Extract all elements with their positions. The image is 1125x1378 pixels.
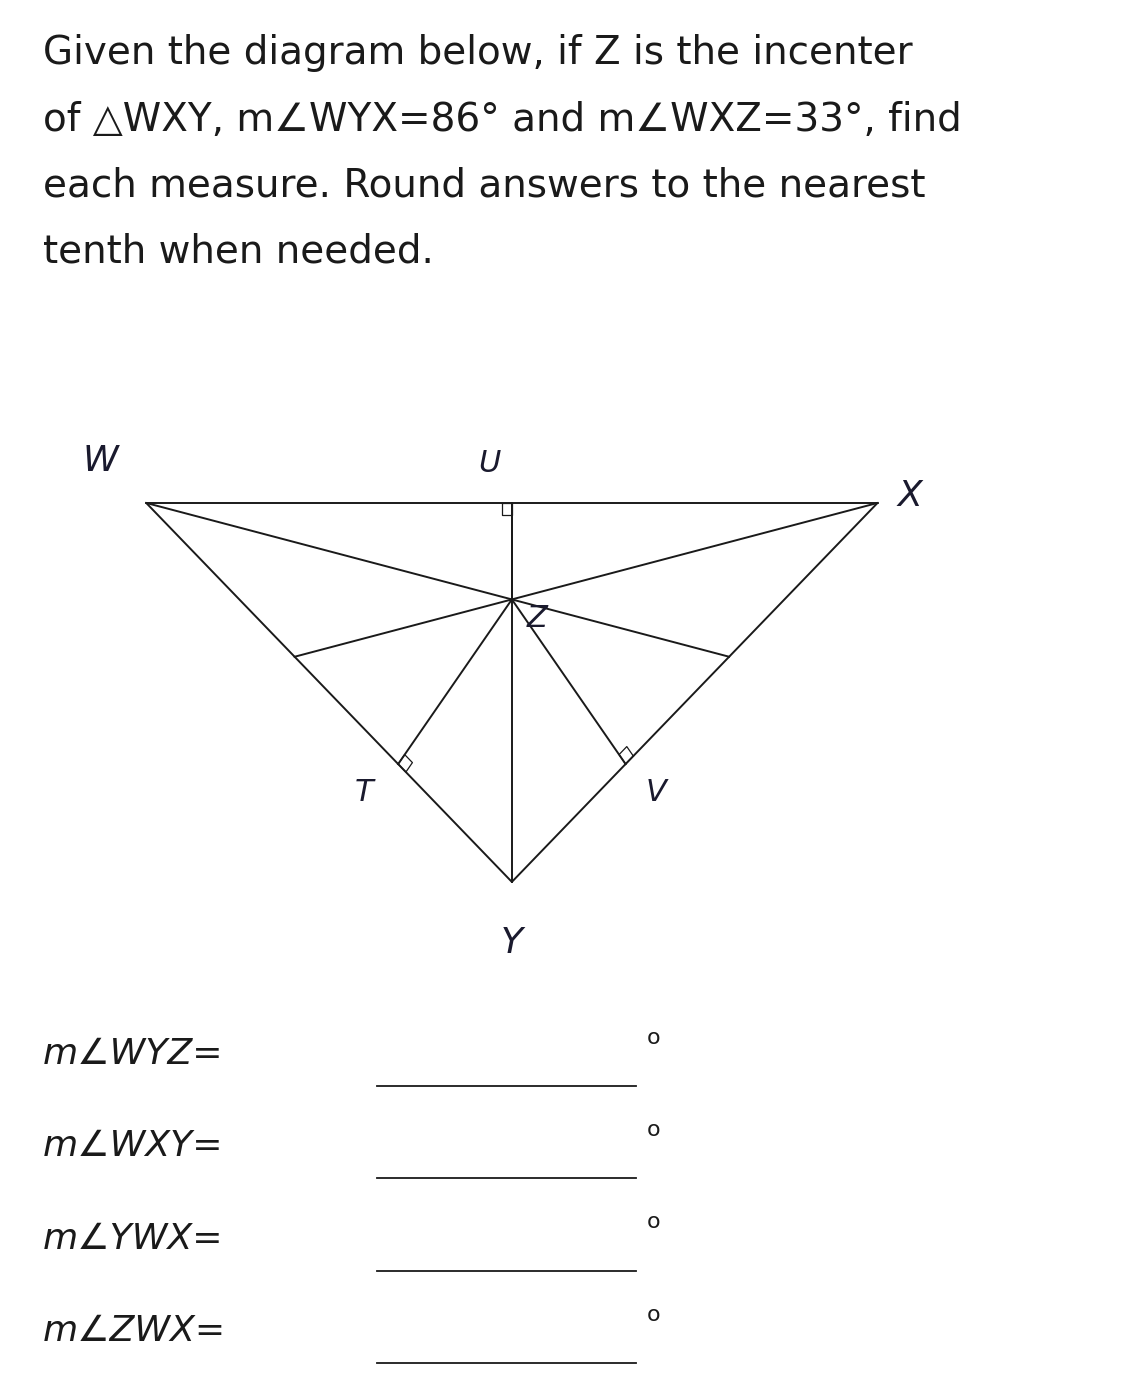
Text: Given the diagram below, if Z is the incenter: Given the diagram below, if Z is the inc… xyxy=(43,34,912,73)
Text: of △WXY, m∠WYX=86° and m∠WXZ=33°, find: of △WXY, m∠WYX=86° and m∠WXZ=33°, find xyxy=(43,101,962,139)
Text: m∠YWX=: m∠YWX= xyxy=(43,1222,223,1255)
Text: each measure. Round answers to the nearest: each measure. Round answers to the neare… xyxy=(43,167,925,205)
Text: W: W xyxy=(82,444,118,478)
Text: V: V xyxy=(646,777,667,808)
Text: o: o xyxy=(647,1213,660,1232)
Text: m∠ZWX=: m∠ZWX= xyxy=(43,1315,226,1348)
Text: U: U xyxy=(478,449,501,478)
Text: m∠WXY=: m∠WXY= xyxy=(43,1130,223,1163)
Text: Y: Y xyxy=(501,926,523,960)
Text: m∠WYZ=: m∠WYZ= xyxy=(43,1038,223,1071)
Text: Z: Z xyxy=(526,604,548,633)
Text: tenth when needed.: tenth when needed. xyxy=(43,233,433,271)
Text: X: X xyxy=(898,480,922,513)
Text: o: o xyxy=(647,1028,660,1047)
Text: T: T xyxy=(354,777,374,808)
Text: o: o xyxy=(647,1120,660,1140)
Text: o: o xyxy=(647,1305,660,1324)
